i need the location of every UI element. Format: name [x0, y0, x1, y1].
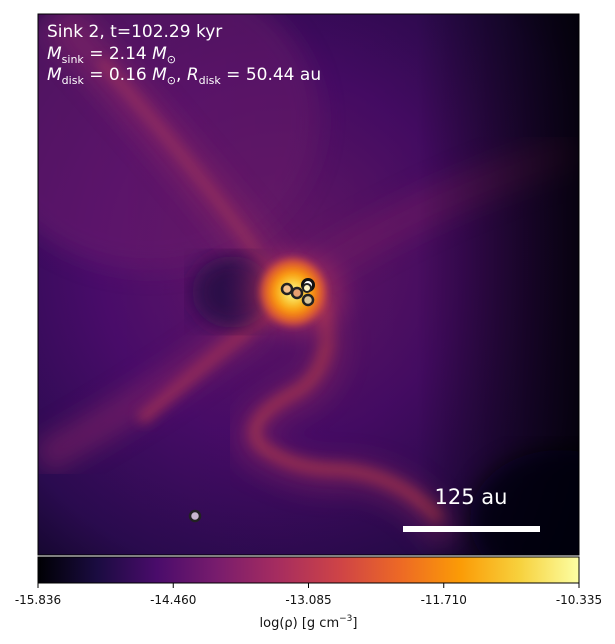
- sink-marker: [301, 293, 315, 307]
- sink-marker: [188, 509, 202, 523]
- sink-markers: [188, 278, 315, 523]
- sink-title: Sink 2, t=102.29 kyr: [47, 22, 222, 42]
- sink-marker: [290, 286, 304, 300]
- colorbar-tick-label: -14.460: [150, 593, 196, 607]
- scale-bar: [403, 526, 540, 532]
- sink-marker: [280, 282, 294, 296]
- colorbar-tick-label: -13.085: [285, 593, 331, 607]
- sink-mass-label: Msink = 2.14 M⊙: [47, 44, 176, 66]
- panel-frame: [37, 13, 580, 556]
- disk-properties-label: Mdisk = 0.16 M⊙, Rdisk = 50.44 au: [47, 65, 321, 87]
- colorbar-ticks: [37, 583, 580, 588]
- colorbar-label: log(ρ) [g cm−3]: [260, 614, 358, 631]
- colorbar-tick-label: -15.836: [15, 593, 61, 607]
- scale-bar-label: 125 au: [435, 485, 508, 509]
- colorbar: [37, 556, 580, 584]
- colorbar-tick-label: -10.335: [556, 593, 602, 607]
- colorbar-tick-label: -11.710: [421, 593, 467, 607]
- sink-marker: [302, 283, 312, 293]
